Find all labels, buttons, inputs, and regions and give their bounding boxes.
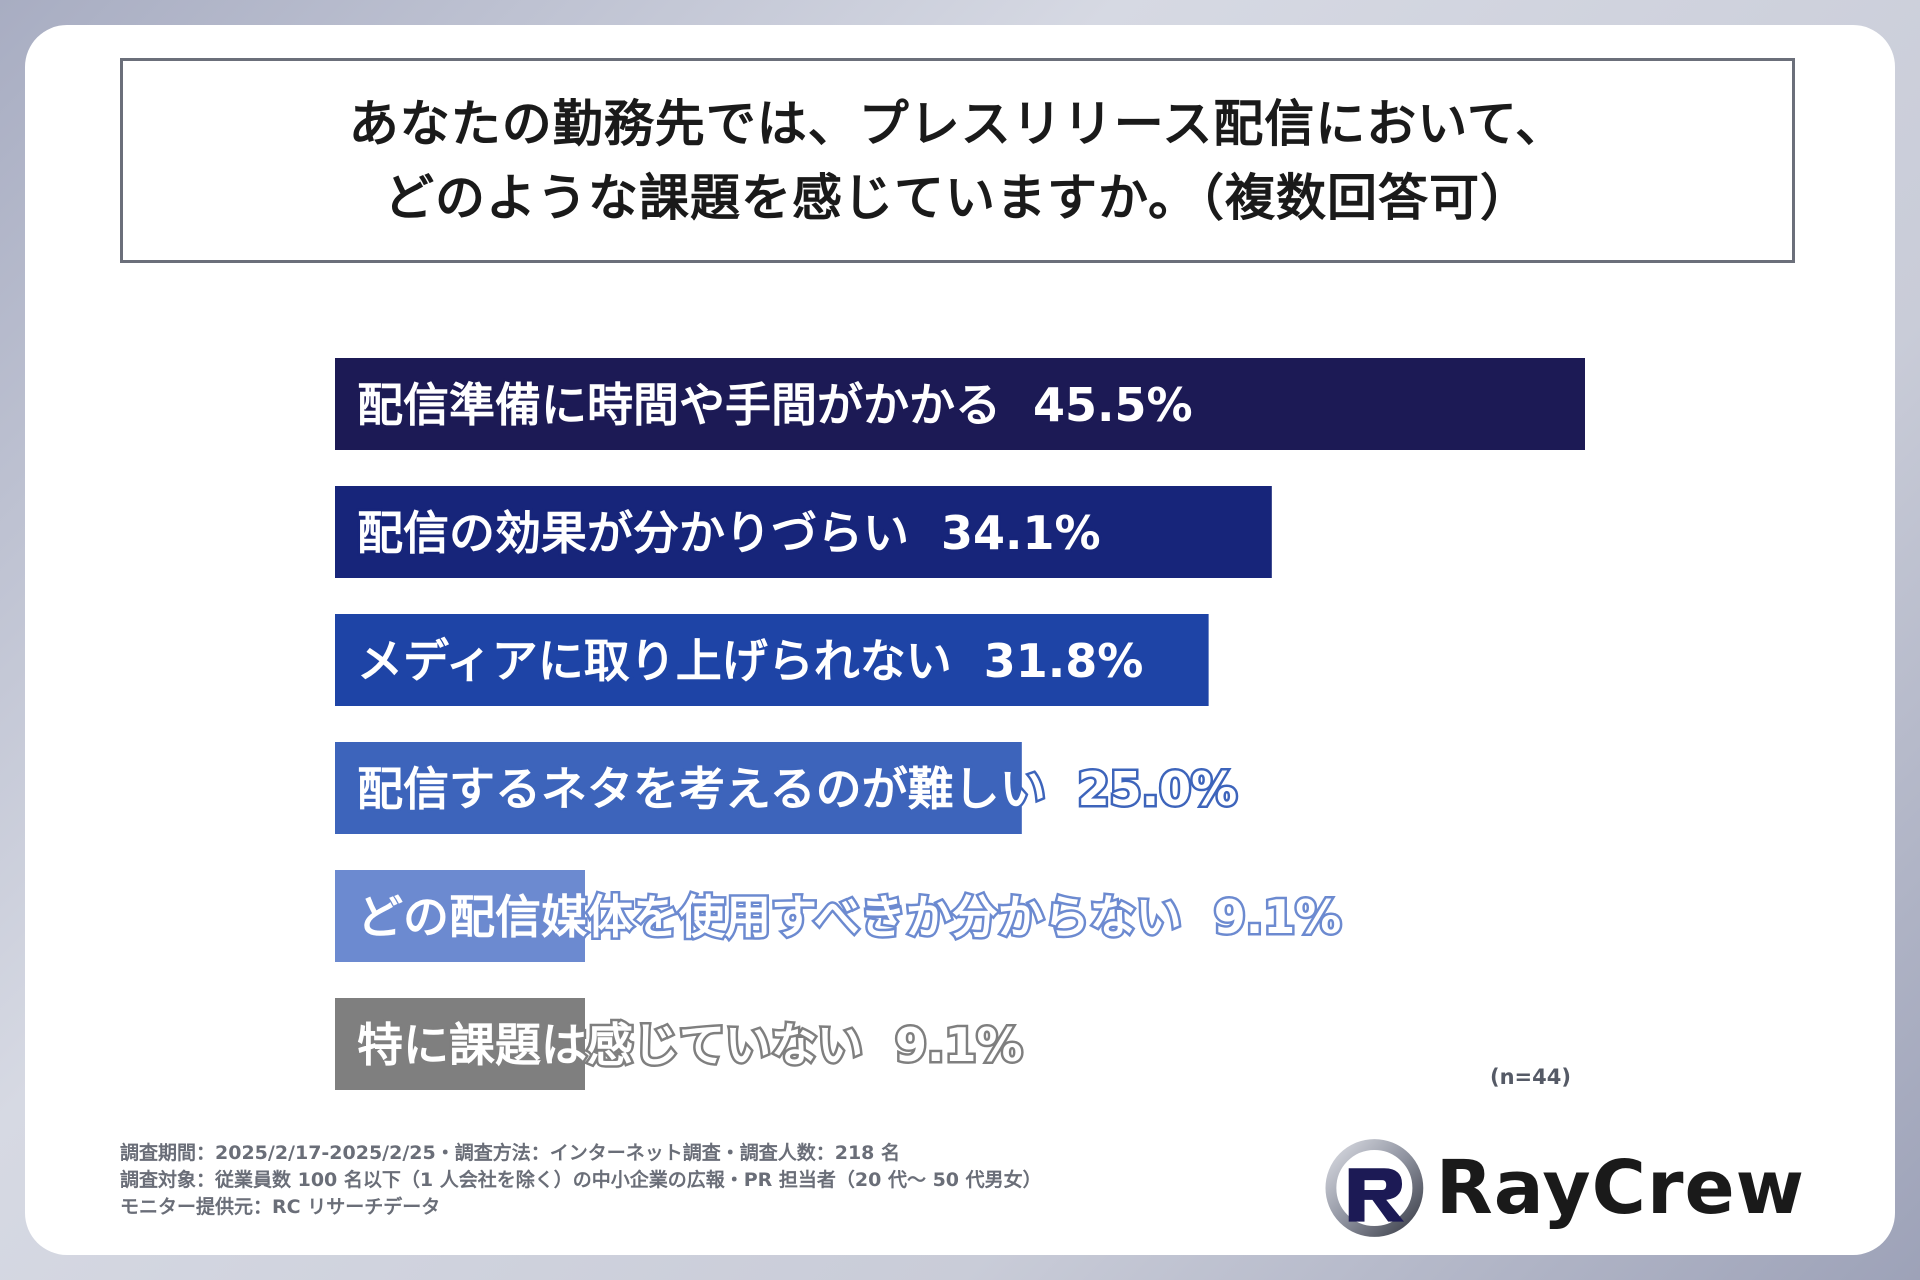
category-label-3: メディアに取り上げられない <box>357 634 952 688</box>
category-label-6: 特に課題は感じていない <box>357 1018 863 1072</box>
category-label-2: 配信の効果が分かりづらい <box>357 506 909 560</box>
bar-1 <box>335 358 1585 450</box>
value-label-5: 9.1% <box>1214 890 1342 944</box>
bar-label-6: 特に課題は感じていない 9.1% <box>357 1018 1023 1072</box>
value-label-6: 9.1% <box>895 1018 1023 1072</box>
raycrew-logo: RayCrew <box>1325 1133 1805 1243</box>
category-label-5: どの配信媒体を使用すべきか分からない <box>357 890 1182 944</box>
title-line-2: どのような課題を感じていますか。（複数回答可） <box>384 168 1531 227</box>
value-label-3: 31.8% <box>984 634 1144 688</box>
footnote-line-2: 調査対象：従業員数 100 名以下（1 人会社を除く）の中小企業の広報・PR 担… <box>120 1169 1042 1191</box>
bar-label-5: どの配信媒体を使用すべきか分からない 9.1% <box>357 890 1341 944</box>
category-label-1: 配信準備に時間や手間がかかる <box>357 378 1001 432</box>
bar-5 <box>335 870 585 962</box>
survey-footnote: 調査期間：2025/2/17-2025/2/25・調査方法：インターネット調査・… <box>120 1140 1042 1221</box>
bar-label-1: 配信準備に時間や手間がかかる 45.5% <box>357 378 1193 432</box>
logo-wordmark: RayCrew <box>1435 1145 1805 1231</box>
bar-2 <box>335 486 1272 578</box>
bar-6 <box>335 998 585 1090</box>
value-label-1: 45.5% <box>1033 378 1193 432</box>
value-label-4: 25.0% <box>1078 762 1238 816</box>
bar-4 <box>335 742 1022 834</box>
footnote-line-1: 調査期間：2025/2/17-2025/2/25・調査方法：インターネット調査・… <box>120 1142 901 1164</box>
bar-label-2: 配信の効果が分かりづらい 34.1% <box>357 506 1101 560</box>
title-box: あなたの勤務先では、プレスリリース配信において、 どのような課題を感じていますか… <box>120 58 1795 263</box>
sample-size-label: (n=44) <box>1490 1065 1571 1089</box>
category-label-4: 配信するネタを考えるのが難しい <box>357 762 1046 816</box>
bar-3 <box>335 614 1209 706</box>
bar-label-4: 配信するネタを考えるのが難しい 25.0% <box>357 762 1237 816</box>
title-line-1: あなたの勤務先では、プレスリリース配信において、 <box>348 94 1567 153</box>
footnote-line-3: モニター提供元：RC リサーチデータ <box>120 1196 441 1218</box>
raycrew-logo-icon <box>1325 1139 1424 1237</box>
value-label-2: 34.1% <box>941 506 1101 560</box>
bar-chart: 配信準備に時間や手間がかかる 45.5% 配信の効果が分かりづらい 34.1% メディア… <box>335 358 1585 1090</box>
chart-card: あなたの勤務先では、プレスリリース配信において、 どのような課題を感じていますか… <box>25 25 1895 1255</box>
bar-label-3: メディアに取り上げられない 31.8% <box>357 634 1143 688</box>
